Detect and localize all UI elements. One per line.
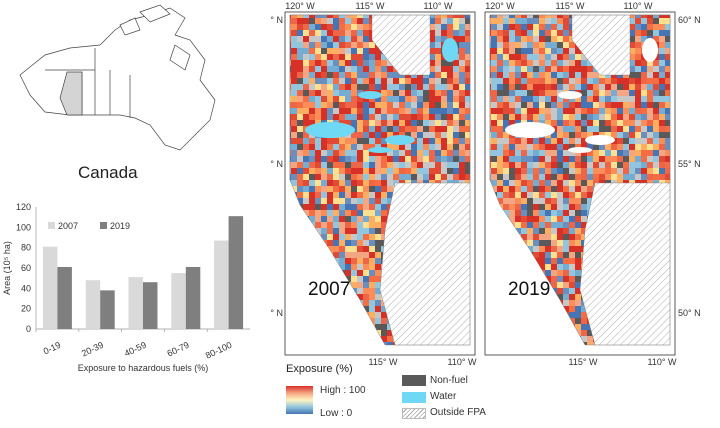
lat-label: 55° N — [678, 159, 701, 169]
lat-label: 60° N — [270, 15, 283, 25]
alberta-highlight — [59, 71, 83, 116]
bar-chart: 0 20 40 60 80 100 120 0-19 20-39 40-59 60-79 80-100… — [2, 202, 250, 373]
top-lon-label: 115° W — [356, 1, 385, 11]
top-lon-label: 120° W — [485, 1, 515, 11]
water-swatch — [402, 392, 426, 403]
legend-high: High : 100 — [320, 385, 366, 396]
water-body — [368, 147, 392, 153]
x-tick-label: 80-100 — [204, 340, 234, 361]
water-body — [442, 38, 458, 62]
water-body — [358, 91, 382, 99]
bar-2019-60-79 — [185, 266, 201, 329]
lat-label: 50° N — [678, 308, 701, 318]
legend-label-2007: 2007 — [58, 221, 78, 231]
bar-2007-60-79 — [171, 273, 186, 329]
bar-2007-40-59 — [128, 277, 143, 329]
legend-water: Water — [430, 391, 457, 402]
x-tick-label: 60-79 — [166, 340, 191, 359]
water-body — [505, 122, 555, 138]
map-2019: 2019 120° W 115° W 110° W 115° W 110° W 60° N 5… — [484, 1, 701, 367]
canada-map — [19, 4, 216, 151]
top-lon-label: 110° W — [424, 1, 453, 11]
map-year-label: 2007 — [308, 279, 350, 300]
bottom-lon-label: 110° W — [448, 357, 477, 367]
legend-low: Low : 0 — [320, 408, 353, 419]
map-2007: 2007 120° W 115° W 110° W 115° W 110° W 60° N 5… — [270, 1, 477, 367]
lat-label: 50° N — [270, 308, 283, 318]
y-tick-label: 40 — [21, 283, 31, 293]
y-tick-label: 120 — [16, 202, 31, 212]
outside-fpa-swatch — [402, 408, 426, 419]
legend-label-2019: 2019 — [110, 221, 130, 231]
lat-label: 60° N — [678, 15, 701, 25]
y-axis-label: Area (10⁵ ha) — [2, 241, 12, 295]
bar-2019-20-39 — [100, 290, 115, 329]
x-tick-label: 20-39 — [80, 340, 105, 359]
water-body — [568, 147, 592, 153]
bar-2019-80-100 — [228, 216, 244, 329]
bottom-lon-label: 110° W — [648, 357, 677, 367]
canada-outline — [19, 7, 216, 151]
y-tick-label: 20 — [21, 304, 31, 314]
x-tick-label: 0-19 — [42, 340, 63, 357]
bar-2019-0-19 — [57, 266, 72, 329]
canada-label: Canada — [78, 163, 138, 182]
lat-label: 55° N — [270, 159, 283, 169]
bottom-lon-label: 115° W — [369, 357, 398, 367]
top-lon-label: 115° W — [556, 1, 585, 11]
legend-title: Exposure (%) — [286, 363, 353, 375]
water-body — [305, 122, 355, 138]
top-lon-label: 110° W — [624, 1, 653, 11]
bar-2007-80-100 — [214, 240, 229, 329]
legend-swatch-2007 — [48, 222, 55, 229]
water-body — [558, 91, 582, 99]
x-axis-label: Exposure to hazardous fuels (%) — [78, 363, 209, 373]
legend-nonfuel: Non-fuel — [430, 375, 468, 386]
y-tick-label: 0 — [26, 324, 31, 334]
legend-outside-fpa: Outside FPA — [430, 407, 486, 418]
water-body — [642, 38, 658, 62]
map-year-label: 2019 — [508, 279, 550, 300]
x-tick-label: 40-59 — [123, 340, 148, 359]
y-tick-label: 60 — [21, 263, 31, 273]
y-tick-label: 100 — [16, 222, 31, 232]
water-body — [585, 135, 615, 145]
exposure-gradient — [286, 386, 313, 414]
exposure-maps: 2007 120° W 115° W 110° W 115° W 110° W 60° N 5… — [270, 1, 701, 367]
bar-2007-0-19 — [42, 246, 58, 329]
nonfuel-swatch — [402, 375, 426, 386]
water-body — [385, 135, 415, 145]
bottom-lon-label: 115° W — [569, 357, 598, 367]
legend-swatch-2019 — [100, 222, 107, 229]
bar-2019-40-59 — [143, 282, 158, 329]
y-tick-label: 80 — [21, 243, 31, 253]
bar-2007-20-39 — [85, 280, 101, 329]
top-lon-label: 120° W — [285, 1, 315, 11]
